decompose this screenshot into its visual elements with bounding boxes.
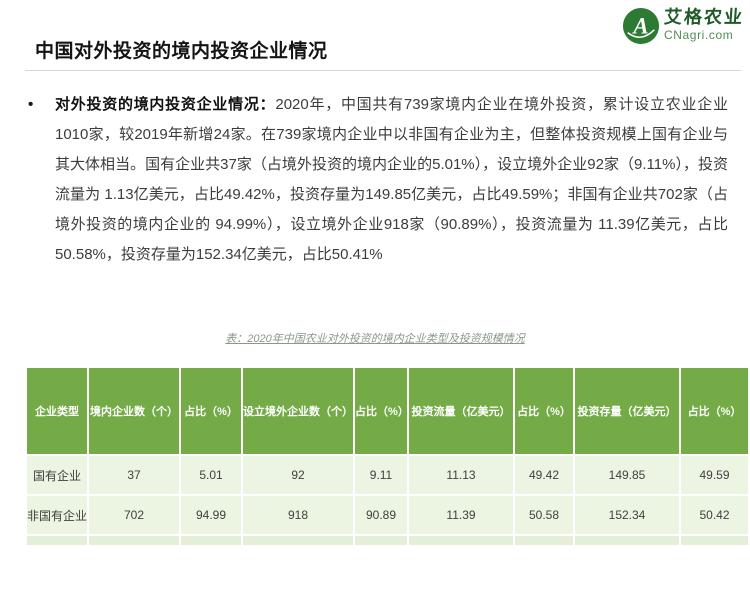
- cell: 90.89: [353, 494, 409, 536]
- cell: 11.39: [407, 494, 515, 536]
- cell: 49.42: [513, 454, 575, 496]
- col-header-flow: 投资流量（亿美元）: [407, 366, 515, 456]
- table-header-row: 企业类型 境内企业数（个） 占比（%） 设立境外企业数（个） 占比（%） 投资流…: [25, 366, 750, 456]
- summary-text: 对外投资的境内投资企业情况：2020年，中国共有739家境内企业在境外投资，累计…: [55, 90, 728, 270]
- cell: 50.58: [513, 494, 575, 536]
- cell: 9.11: [353, 454, 409, 496]
- cell: 非国有企业: [25, 494, 89, 536]
- page-title: 中国对外投资的境内投资企业情况: [35, 41, 328, 62]
- summary-paragraph: • 对外投资的境内投资企业情况：2020年，中国共有739家境内企业在境外投资，…: [28, 90, 728, 270]
- col-header-enterprise-type: 企业类型: [25, 366, 89, 456]
- cell: 702: [87, 494, 181, 536]
- bullet-marker: •: [28, 96, 34, 113]
- cell: 92: [241, 454, 355, 496]
- logo-text: 艾格农业 CNagri.com: [663, 7, 745, 42]
- investment-table: 企业类型 境内企业数（个） 占比（%） 设立境外企业数（个） 占比（%） 投资流…: [25, 366, 750, 547]
- col-header-share-4: 占比（%）: [679, 366, 750, 456]
- cell: 5.01: [179, 454, 243, 496]
- cell: 918: [241, 494, 355, 536]
- svg-text:A: A: [631, 14, 648, 39]
- summary-body: 2020年，中国共有739家境内企业在境外投资，累计设立农业企业1010家，较2…: [55, 96, 728, 263]
- cell: 11.13: [407, 454, 515, 496]
- cell: 50.42: [679, 494, 750, 536]
- logo-brand-cn: 艾格农业: [663, 7, 745, 27]
- col-header-stock: 投资存量（亿美元）: [573, 366, 681, 456]
- col-header-overseas-count: 设立境外企业数（个）: [241, 366, 355, 456]
- cnagri-logo-icon: A: [622, 7, 660, 45]
- title-divider: [25, 70, 741, 71]
- table-footer-band: [25, 534, 750, 547]
- table-caption: 表：2020年中国农业对外投资的境内企业类型及投资规模情况: [225, 333, 525, 345]
- table-row-state-owned: 国有企业 37 5.01 92 9.11 11.13 49.42 149.85 …: [25, 454, 750, 496]
- cell: 37: [87, 454, 181, 496]
- col-header-share-1: 占比（%）: [179, 366, 243, 456]
- col-header-share-3: 占比（%）: [513, 366, 575, 456]
- cell: 152.34: [573, 494, 681, 536]
- cell: 国有企业: [25, 454, 89, 496]
- table-row-non-state-owned: 非国有企业 702 94.99 918 90.89 11.39 50.58 15…: [25, 494, 750, 536]
- summary-lead: 对外投资的境内投资企业情况：: [55, 96, 276, 113]
- cell: 149.85: [573, 454, 681, 496]
- cnagri-logo: A 艾格农业 CNagri.com: [622, 7, 745, 45]
- cell: 49.59: [679, 454, 750, 496]
- cell: 94.99: [179, 494, 243, 536]
- logo-brand-en: CNagri.com: [664, 28, 734, 42]
- col-header-domestic-count: 境内企业数（个）: [87, 366, 181, 456]
- col-header-share-2: 占比（%）: [353, 366, 409, 456]
